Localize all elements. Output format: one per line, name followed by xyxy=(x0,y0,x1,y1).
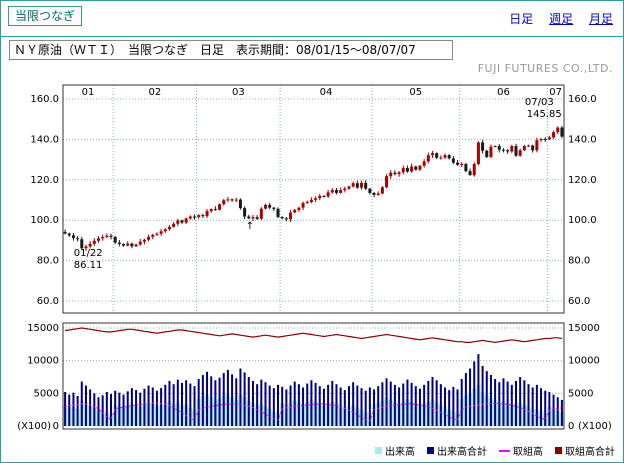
legend-label: 出来高合計 xyxy=(437,447,487,458)
svg-text:↑: ↑ xyxy=(246,221,254,232)
svg-text:0: 0 xyxy=(568,421,574,432)
svg-text:5000: 5000 xyxy=(568,388,593,399)
svg-text:86.11: 86.11 xyxy=(74,260,103,271)
svg-text:(X100): (X100) xyxy=(578,421,612,432)
svg-text:140.0: 140.0 xyxy=(30,134,59,145)
contract-type-label: 当限つなぎ xyxy=(8,6,83,26)
title-row: ＮＹ原油（ＷＴＩ） 当限つなぎ 日足 表示期間：08/01/15～08/07/0… xyxy=(1,37,623,79)
svg-text:15000: 15000 xyxy=(27,323,59,334)
svg-text:140.0: 140.0 xyxy=(568,134,597,145)
svg-text:10000: 10000 xyxy=(568,356,600,367)
legend-item: 取組高合計 xyxy=(555,443,615,458)
svg-text:145.85: 145.85 xyxy=(527,109,562,120)
svg-text:80.0: 80.0 xyxy=(37,256,59,267)
legend-swatch-line xyxy=(499,449,510,452)
svg-text:60.0: 60.0 xyxy=(37,296,59,307)
svg-text:5000: 5000 xyxy=(34,388,59,399)
svg-text:06: 06 xyxy=(497,87,510,98)
legend-item: 出来高 xyxy=(375,443,415,458)
nav-daily-link[interactable]: 日足 xyxy=(509,12,534,26)
svg-text:03: 03 xyxy=(232,87,245,98)
svg-text:80.0: 80.0 xyxy=(568,256,590,267)
legend-label: 出来高 xyxy=(385,447,415,458)
svg-text:02: 02 xyxy=(148,87,161,98)
chart-title: ＮＹ原油（ＷＴＩ） 当限つなぎ 日足 表示期間：08/01/15～08/07/0… xyxy=(9,40,453,60)
nav-weekly-link[interactable]: 週足 xyxy=(549,12,574,26)
svg-text:01/22: 01/22 xyxy=(74,248,103,259)
legend-item: 取組高 xyxy=(499,443,543,458)
svg-text:07/03: 07/03 xyxy=(525,97,554,108)
svg-text:10000: 10000 xyxy=(27,356,59,367)
svg-text:160.0: 160.0 xyxy=(30,94,59,105)
svg-text:07: 07 xyxy=(549,87,562,98)
svg-text:01: 01 xyxy=(82,87,95,98)
svg-text:15000: 15000 xyxy=(568,323,600,334)
chart-legend: 出来高 出来高合計 取組高 取組高合計 xyxy=(375,443,615,458)
svg-text:100.0: 100.0 xyxy=(30,215,59,226)
price-volume-chart: 160.0 160.0 140.0 140.0 120.0 120.0 100.0 100.0… xyxy=(17,84,612,432)
legend-item: 出来高合計 xyxy=(427,443,487,458)
svg-text:60.0: 60.0 xyxy=(568,296,590,307)
legend-label: 取組高合計 xyxy=(565,447,615,458)
svg-text:04: 04 xyxy=(320,87,333,98)
timeframe-nav: 日足 週足 月足 xyxy=(497,10,613,27)
svg-text:0: 0 xyxy=(53,421,59,432)
svg-text:120.0: 120.0 xyxy=(568,175,597,186)
nav-monthly-link[interactable]: 月足 xyxy=(588,12,613,26)
legend-swatch-square xyxy=(555,447,562,454)
svg-text:160.0: 160.0 xyxy=(568,94,597,105)
svg-text:100.0: 100.0 xyxy=(568,215,597,226)
page-header: 当限つなぎ 日足 週足 月足 xyxy=(1,1,623,37)
svg-text:120.0: 120.0 xyxy=(30,175,59,186)
legend-label: 取組高 xyxy=(513,447,543,458)
legend-swatch-square xyxy=(375,447,382,454)
company-name: FUJI FUTURES CO.,LTD. xyxy=(477,62,613,75)
svg-text:05: 05 xyxy=(409,87,422,98)
legend-swatch-square xyxy=(427,447,434,454)
svg-text:(X100): (X100) xyxy=(17,421,51,432)
